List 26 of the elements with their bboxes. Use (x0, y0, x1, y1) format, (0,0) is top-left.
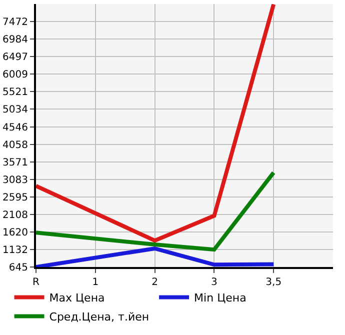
y-tick-label: 3571 (2, 157, 28, 168)
x-tick-label: 3 (211, 277, 218, 288)
y-tick-label: 6497 (2, 52, 28, 64)
y-tick-label: 645 (8, 262, 28, 274)
line-series (36, 246, 276, 267)
y-tick-label: 2108 (2, 210, 28, 221)
legend-label: Max Цена (49, 292, 105, 305)
y-tick-label: 5034 (2, 104, 28, 116)
y-tick-label: 7472 (2, 17, 28, 28)
y-tick-label: 3083 (2, 174, 28, 186)
y-tick-label: 1132 (2, 244, 28, 256)
x-tick-label: 2 (152, 277, 158, 288)
y-tick-label: 6009 (2, 70, 28, 81)
y-tick-label: 1620 (2, 227, 28, 238)
x-tick-label: R (32, 277, 40, 288)
y-tick-label: 4058 (2, 140, 28, 151)
legend-label: Min Цена (194, 292, 246, 305)
line-series (36, 170, 276, 252)
y-tick-label: 5521 (2, 87, 28, 98)
y-tick-label: 4546 (2, 122, 28, 134)
x-tick-label: 3,5 (266, 277, 282, 288)
line-series (36, 4, 276, 243)
y-tick-label: 2595 (2, 192, 28, 204)
legend-label: Сред.Цена, т.йен (49, 310, 150, 324)
x-tick-label: 1 (92, 277, 99, 288)
y-tick-label: 6984 (2, 34, 28, 46)
